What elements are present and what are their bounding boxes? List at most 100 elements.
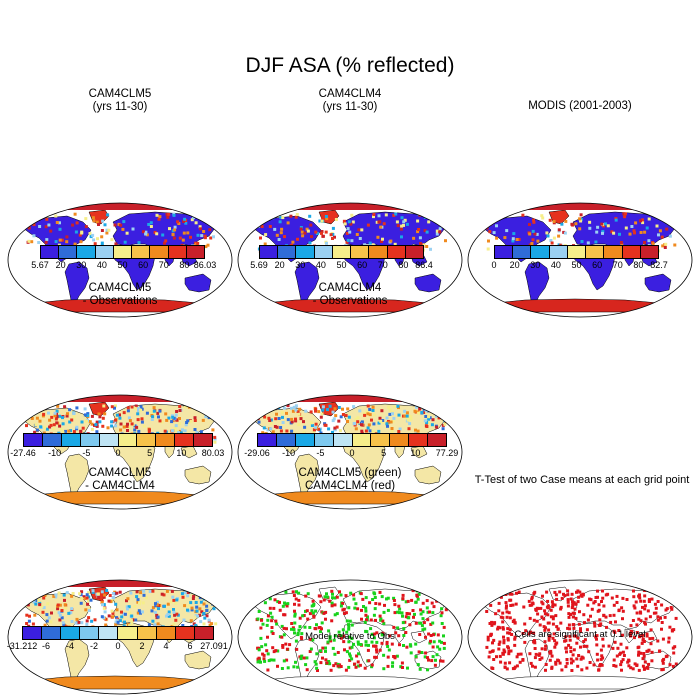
map-cell <box>356 607 360 611</box>
panel-ttest: T-Test of two Case means at each grid po… <box>465 467 695 695</box>
map-cell <box>426 668 429 672</box>
map-cell <box>101 603 104 607</box>
map-cell <box>347 415 351 419</box>
map-cell <box>374 655 378 659</box>
map-cell <box>663 615 667 619</box>
map-cell <box>356 420 360 424</box>
map-cell <box>608 614 612 618</box>
map-cell <box>436 633 440 637</box>
map-cell <box>532 640 536 644</box>
map-cell <box>348 635 352 639</box>
map-cell <box>185 421 189 424</box>
map-cell <box>363 413 367 417</box>
landmass-ant <box>24 675 216 690</box>
map-cell <box>127 425 131 429</box>
map-cell <box>263 415 267 419</box>
map-cell <box>277 417 281 420</box>
map-cell <box>352 593 356 597</box>
map-cell <box>371 409 375 412</box>
map-cell <box>44 240 48 244</box>
map-cell <box>275 425 279 429</box>
map-cell <box>324 230 328 234</box>
map-cell <box>331 419 335 423</box>
map-cell <box>582 640 586 643</box>
map-cell <box>300 230 304 234</box>
map-cell <box>421 243 424 247</box>
panel-cam4clm5: CAM4CLM5 (yrs 11-30) 5.67 20 30 40 50 60 70 80 8… <box>5 88 235 318</box>
map-cell <box>194 221 198 225</box>
map-cell <box>550 665 554 669</box>
map-cell <box>670 628 674 632</box>
map-cell <box>385 642 389 646</box>
map-cell <box>356 660 360 664</box>
map-cell <box>418 633 422 636</box>
map-cell <box>193 416 197 420</box>
map-cell <box>37 599 41 602</box>
map-cell <box>336 662 340 666</box>
map-cell <box>180 428 184 432</box>
map-cell <box>316 669 319 672</box>
map-cell <box>533 665 537 669</box>
map-cell <box>305 227 309 231</box>
colorbar-swatch <box>150 246 169 258</box>
map-cell <box>360 617 363 621</box>
map-cell <box>540 600 544 604</box>
map-cell <box>503 650 507 654</box>
map-cell <box>119 428 123 432</box>
map-cell <box>582 644 586 648</box>
map-cell <box>278 220 282 224</box>
map-cell <box>405 222 409 226</box>
map-cell <box>641 218 644 222</box>
map-cell <box>614 620 617 624</box>
map-cell <box>321 405 325 409</box>
colorbar-tick-label: 0 <box>349 448 355 458</box>
map-cell <box>30 417 34 420</box>
map-cell <box>137 407 141 410</box>
map-cell <box>117 222 121 226</box>
map-cell <box>103 593 107 597</box>
map-cell <box>98 415 102 419</box>
map-cell <box>70 594 74 598</box>
map-cell <box>570 222 574 226</box>
map-cell <box>674 662 678 666</box>
map-cell <box>414 642 418 646</box>
map-cell <box>401 621 405 625</box>
map-cell <box>635 664 639 667</box>
map-cell <box>360 420 364 424</box>
colorbar-tick-label: 60 <box>357 260 368 270</box>
map-cell <box>32 223 36 227</box>
map-cell <box>88 420 92 424</box>
map-cell <box>486 635 490 639</box>
map-cell <box>184 405 188 409</box>
map-cell <box>385 416 389 420</box>
map-cell <box>75 425 79 429</box>
map-cell <box>554 662 558 666</box>
map-cell <box>416 230 420 234</box>
map-cell <box>498 214 501 218</box>
map-cell <box>317 626 321 630</box>
map-cell <box>63 603 67 607</box>
colorbar-swatch <box>168 246 187 258</box>
map-cell <box>91 589 95 593</box>
map-cell <box>586 603 590 607</box>
map-cell <box>390 427 394 430</box>
map-cell <box>365 618 368 622</box>
map-cell <box>48 425 52 429</box>
map-cell <box>606 592 610 596</box>
map-cell <box>371 429 375 433</box>
map-cell <box>427 220 431 224</box>
map-cell <box>432 605 436 609</box>
map-cell <box>107 228 111 232</box>
map-cell <box>408 623 412 627</box>
map-cell <box>400 235 403 239</box>
map-cell <box>420 624 424 628</box>
map-cell <box>257 610 261 613</box>
map-cell <box>65 235 69 239</box>
map-cell <box>579 627 582 631</box>
map-cell <box>427 415 431 419</box>
map-cell <box>346 238 350 242</box>
colorbar-tick-label: 50 <box>571 260 582 270</box>
map-cell <box>204 595 207 599</box>
colorbar-swatch <box>409 434 429 446</box>
map-cell <box>629 666 633 670</box>
